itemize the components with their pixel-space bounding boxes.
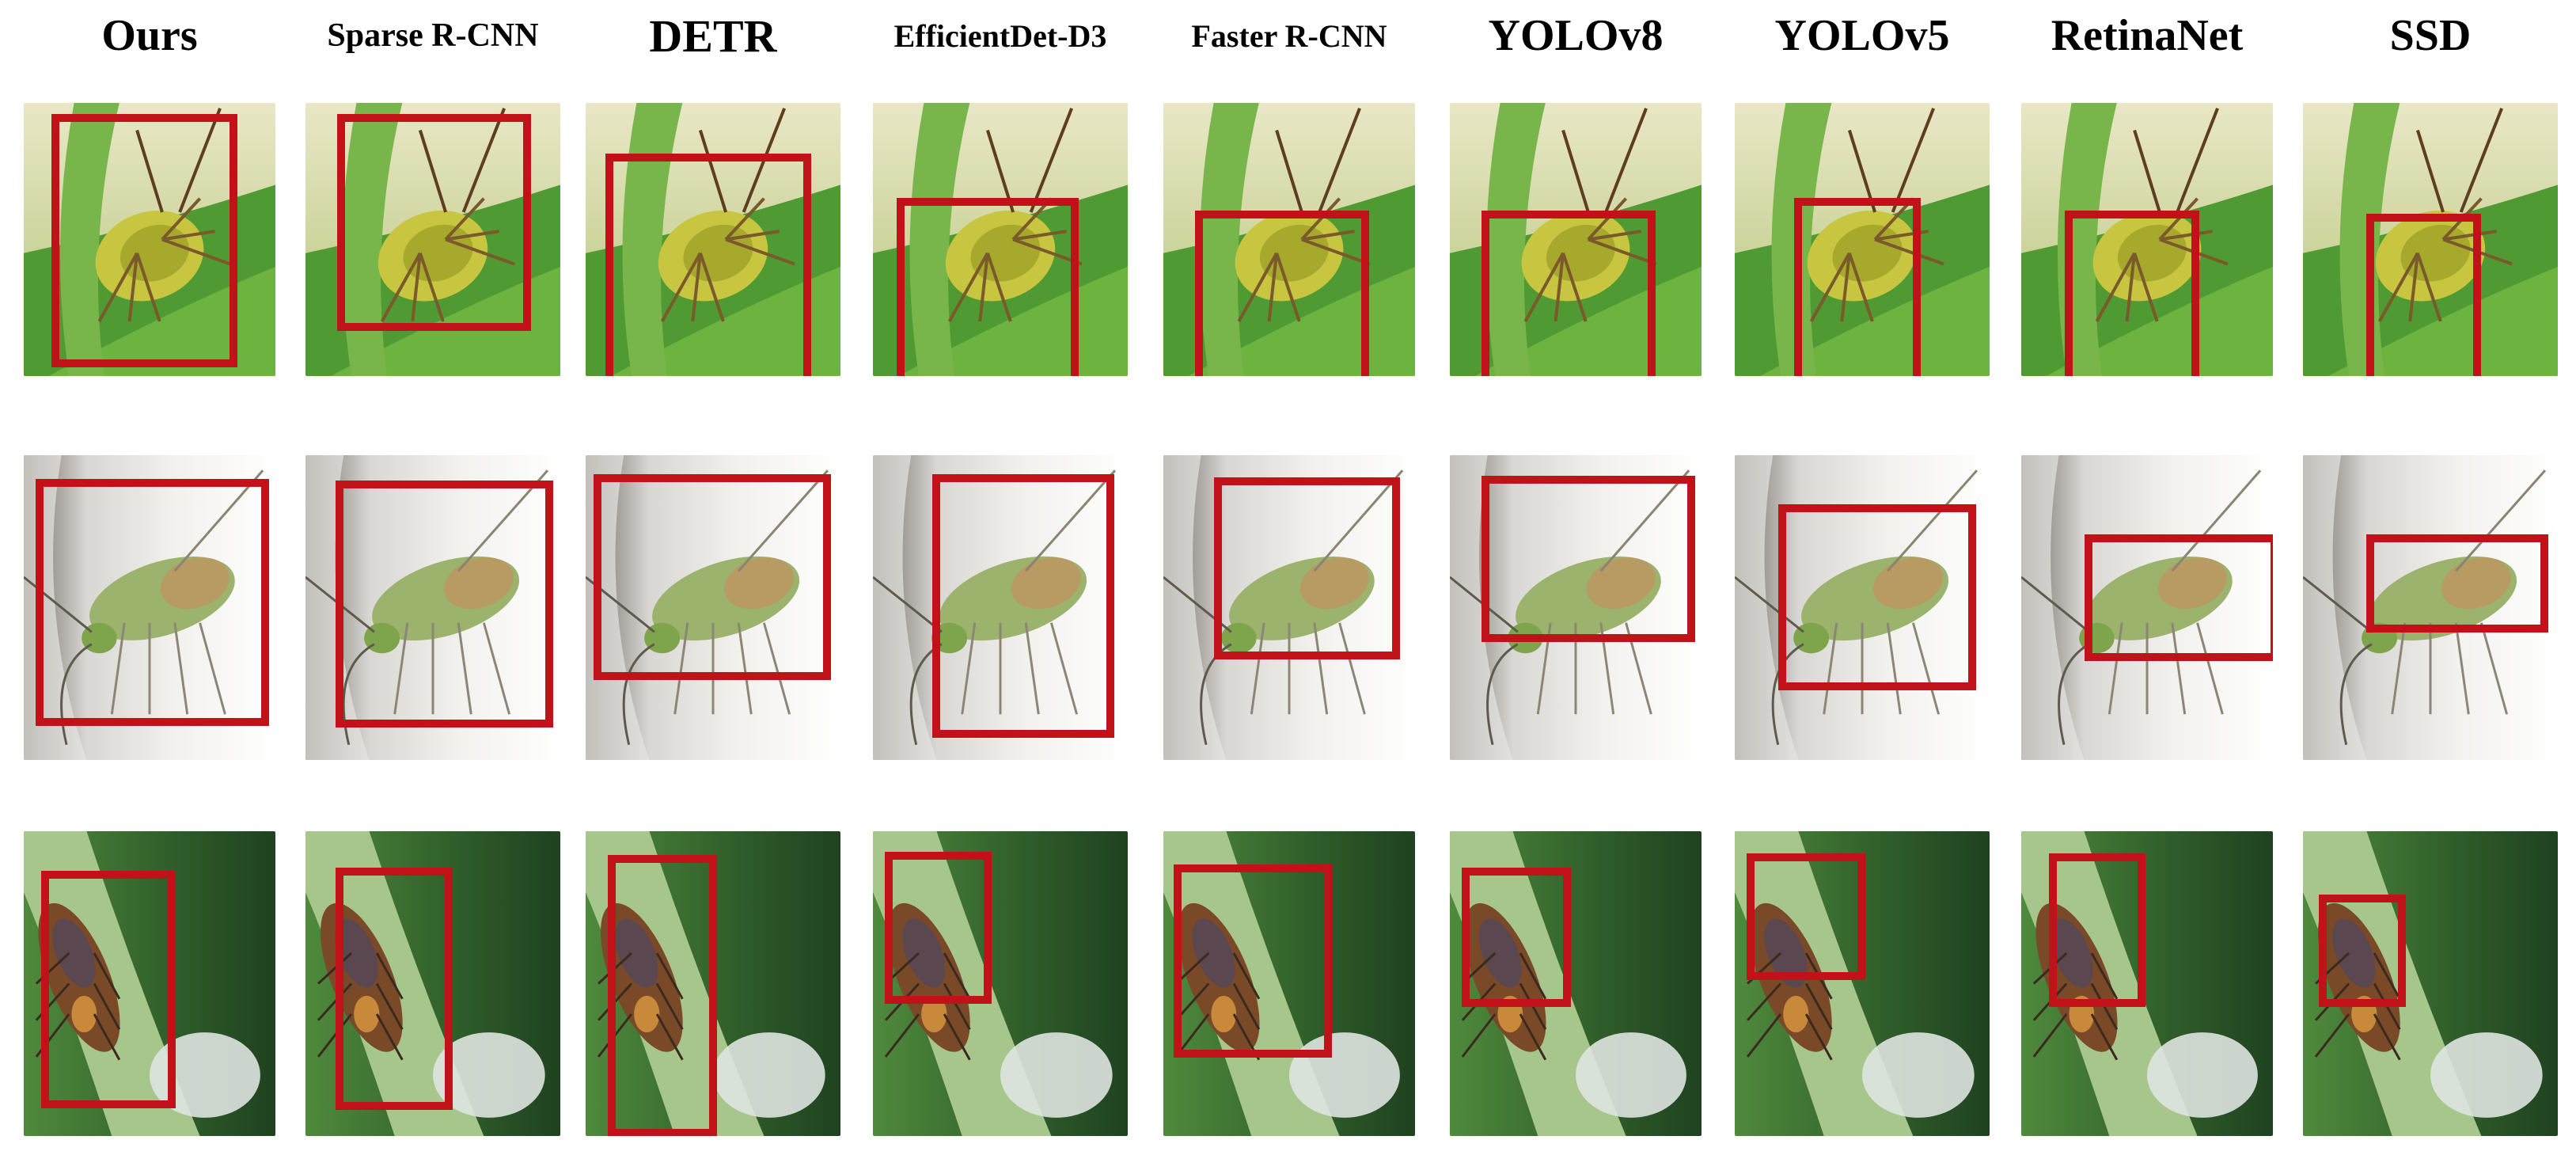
detection-bounding-box	[1481, 476, 1695, 642]
detection-bounding-box	[2366, 534, 2548, 633]
detection-image-row3-detr	[586, 831, 840, 1136]
insect-photo	[1163, 831, 1415, 1136]
insect-photo	[2021, 455, 2273, 760]
detection-image-row1-efficientdet-d3	[873, 103, 1128, 376]
detection-image-row1-detr	[586, 103, 840, 376]
insect-photo	[305, 455, 560, 760]
detection-image-row1-ssd	[2303, 103, 2558, 376]
column-header-ours: Ours	[101, 11, 198, 60]
detection-image-row3-efficientdet-d3	[873, 831, 1128, 1136]
detection-bounding-box	[1214, 477, 1400, 659]
detection-bounding-box	[897, 198, 1079, 376]
detection-bounding-box	[2085, 534, 2273, 661]
detection-image-row3-retinanet	[2021, 831, 2273, 1136]
detection-image-row2-sparse-r-cnn	[305, 455, 560, 760]
insect-photo	[586, 103, 840, 376]
detection-bounding-box	[594, 474, 831, 680]
detection-image-row1-retinanet	[2021, 103, 2273, 376]
column-header-faster-r-cnn: Faster R-CNN	[1191, 17, 1387, 54]
insect-photo	[873, 455, 1128, 760]
detection-bounding-box	[2065, 211, 2199, 376]
detection-bounding-box	[337, 114, 531, 331]
column-header-yolov5: YOLOv5	[1774, 11, 1950, 60]
detection-bounding-box	[932, 474, 1114, 738]
detection-bounding-box	[1747, 853, 1865, 980]
insect-photo	[2021, 831, 2273, 1136]
detection-bounding-box	[36, 479, 269, 726]
insect-photo	[2303, 831, 2558, 1136]
insect-photo	[305, 831, 560, 1136]
insect-photo	[586, 455, 840, 760]
detection-bounding-box	[2049, 853, 2145, 1007]
insect-photo	[1735, 103, 1990, 376]
detection-image-row1-faster-r-cnn	[1163, 103, 1415, 376]
detection-image-row2-yolov8	[1450, 455, 1702, 760]
insect-photo	[2303, 455, 2558, 760]
insect-photo	[1163, 455, 1415, 760]
insect-photo	[1735, 831, 1990, 1136]
detection-bounding-box	[336, 481, 553, 728]
insect-photo	[1450, 455, 1702, 760]
detection-image-row3-faster-r-cnn	[1163, 831, 1415, 1136]
insect-photo	[873, 103, 1128, 376]
detection-bounding-box	[1778, 504, 1976, 690]
detection-image-row3-sparse-r-cnn	[305, 831, 560, 1136]
column-header-efficientdet-d3: EfficientDet-D3	[893, 17, 1107, 54]
insect-photo	[873, 831, 1128, 1136]
detection-image-row3-yolov5	[1735, 831, 1990, 1136]
detection-image-row1-yolov8	[1450, 103, 1702, 376]
column-header-sparse-r-cnn: Sparse R-CNN	[327, 17, 539, 54]
detection-image-row2-ssd	[2303, 455, 2558, 760]
detection-bounding-box	[608, 855, 717, 1136]
detection-image-row3-ssd	[2303, 831, 2558, 1136]
detection-image-row1-yolov5	[1735, 103, 1990, 376]
detection-bounding-box	[1794, 198, 1921, 376]
detection-image-row3-ours	[24, 831, 275, 1136]
detection-bounding-box	[885, 852, 992, 1004]
detection-bounding-box	[51, 114, 237, 367]
detection-bounding-box	[1462, 868, 1571, 1007]
detection-image-row2-detr	[586, 455, 840, 760]
insect-photo	[1450, 103, 1702, 376]
insect-photo	[1163, 103, 1415, 376]
insect-photo	[1450, 831, 1702, 1136]
detection-bounding-box	[41, 871, 176, 1108]
detection-bounding-box	[2319, 895, 2406, 1007]
detection-image-row1-ours	[24, 103, 275, 376]
detection-bounding-box	[1481, 211, 1656, 376]
detection-image-row2-yolov5	[1735, 455, 1990, 760]
detection-image-row2-ours	[24, 455, 275, 760]
column-header-ssd: SSD	[2389, 11, 2472, 60]
detection-image-row1-sparse-r-cnn	[305, 103, 560, 376]
column-header-detr: DETR	[649, 9, 777, 62]
detection-image-row3-yolov8	[1450, 831, 1702, 1136]
detection-bounding-box	[1174, 864, 1332, 1058]
detection-image-row2-retinanet	[2021, 455, 2273, 760]
insect-photo	[2021, 103, 2273, 376]
column-header-yolov8: YOLOv8	[1488, 11, 1664, 60]
detection-bounding-box	[605, 154, 811, 376]
detection-image-row2-efficientdet-d3	[873, 455, 1128, 760]
column-header-retinanet: RetinaNet	[2051, 11, 2244, 60]
detection-bounding-box	[2366, 214, 2481, 376]
detection-image-row2-faster-r-cnn	[1163, 455, 1415, 760]
insect-photo	[24, 831, 275, 1136]
detection-bounding-box	[336, 868, 453, 1110]
detection-bounding-box	[1195, 211, 1369, 376]
